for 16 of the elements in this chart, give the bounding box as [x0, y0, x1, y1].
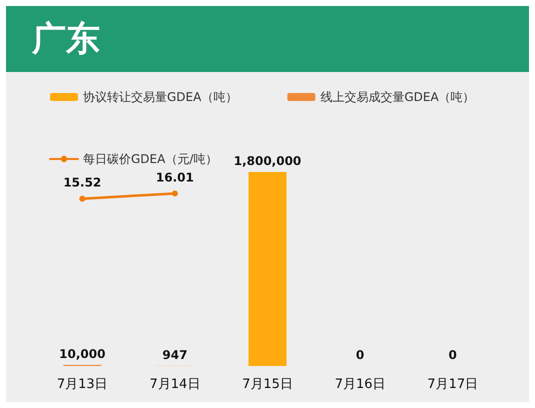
x-tick-label: 7月13日 [56, 377, 108, 392]
x-tick-label: 7月16日 [334, 377, 386, 392]
data-label: 947 [162, 348, 188, 362]
data-label: 0 [448, 348, 457, 362]
legend-label: 每日碳价GDEA（元/吨） [83, 152, 218, 166]
data-label: 15.52 [63, 176, 102, 190]
x-tick-label: 7月15日 [242, 377, 293, 392]
x-tick-label: 7月14日 [149, 377, 200, 392]
legend-label: 线上交易成交量GDEA（吨） [320, 90, 475, 104]
chart-title: 广东 [6, 6, 529, 72]
legend-label: 协议转让交易量GDEA（吨） [83, 90, 238, 104]
data-label: 0 [356, 348, 364, 362]
data-label: 10,000 [59, 346, 106, 361]
data-label: 16.01 [156, 170, 194, 184]
x-tick-label: 7月17日 [427, 377, 478, 392]
data-label: 1,800,000 [234, 154, 302, 168]
